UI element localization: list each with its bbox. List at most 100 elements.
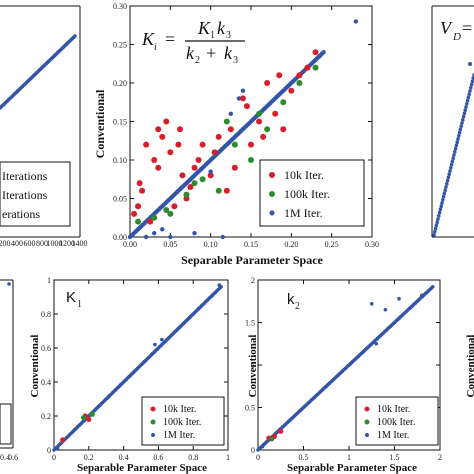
k2-legend-box	[355, 396, 439, 446]
k2-legend-10k: 10k Iter.	[377, 404, 410, 415]
ki-point-red	[211, 149, 218, 156]
K1-xtick-label: 0.4	[119, 453, 129, 462]
top-right-point	[449, 162, 454, 167]
top-right-eq: =	[462, 18, 472, 38]
top-right-point	[433, 230, 437, 234]
ki-point-red	[199, 141, 206, 148]
ki-point-red	[223, 187, 230, 194]
top-right-point	[440, 201, 444, 205]
ki-point-blue	[208, 169, 213, 174]
ki-point-red	[243, 103, 250, 110]
top-right-point	[438, 207, 443, 212]
k2-point-blue	[397, 296, 401, 301]
ki-point-red	[179, 172, 186, 179]
top-right-point	[452, 153, 456, 157]
top-right-point	[465, 98, 470, 103]
ki-formula-lhs: K	[141, 29, 155, 49]
top-right-point	[453, 146, 458, 151]
top-right-point	[455, 140, 460, 144]
top-right-point	[471, 76, 474, 80]
ki-point-red	[131, 210, 138, 217]
ki-point-red	[167, 149, 174, 156]
ki-formula-num-k3: k	[217, 18, 226, 38]
k1-axes: 0 0.2 0.4 0.6 0.8 1 0 0.2 0.4 0.6 0.8 1	[41, 276, 230, 462]
ki-point-green	[248, 157, 254, 163]
ki-legend-10k: 10k Iter.	[284, 168, 324, 182]
top-right-point	[436, 217, 440, 221]
k2-ytick-label: 1	[251, 361, 255, 370]
top-right-point	[447, 172, 452, 176]
K1-ytick-label: 0.2	[41, 412, 51, 421]
ki-formula-num-k: K	[197, 18, 211, 38]
k2-legend-swatch-100k	[364, 419, 370, 425]
K1-xtick-label: 0.2	[84, 453, 94, 462]
ki-point-red	[171, 203, 178, 210]
top-right-point	[437, 214, 441, 218]
K1-point-blue	[160, 337, 164, 342]
k1-legend-10k: 10k Iter.	[163, 404, 196, 415]
top-right-label: V	[440, 18, 453, 38]
ki-formula-lhs-sub: i	[154, 42, 157, 53]
panel-k2: 0 0.5 1 1.5 2 0 0.5 1 1.5 2 k 2 10k Iter. 100k It…	[245, 276, 442, 474]
top-right-point	[439, 204, 444, 208]
ki-point-red	[272, 110, 279, 117]
ki-formula: K i = K 1 k 3 k 2 + k 3	[141, 18, 245, 66]
ki-legend-swatch-100k	[269, 191, 275, 197]
K1-point-red	[86, 416, 92, 422]
ki-point-red	[191, 164, 198, 171]
ki-point-red	[147, 218, 154, 225]
ki-formula-eq: =	[165, 29, 175, 49]
top-right-diagonal-points	[432, 62, 474, 237]
top-right-point	[437, 210, 442, 215]
ki-point-red	[215, 133, 222, 140]
panel-top-left: Iterations Iterations erations 200 400 600…	[0, 5, 88, 248]
ki-legend-100k: 100k Iter.	[284, 187, 330, 201]
ki-xtick-label: 0.25	[325, 240, 339, 249]
top-left-xtick-label: 200	[0, 239, 11, 248]
k2-point-blue	[260, 444, 265, 449]
k2-points	[256, 285, 435, 452]
k2-point-blue	[420, 293, 424, 298]
ki-point-red	[207, 172, 214, 179]
top-right-point	[449, 166, 453, 170]
top-right-point	[444, 185, 448, 189]
top-right-point	[441, 198, 445, 202]
ki-point-green	[256, 110, 263, 117]
ki-point-blue	[160, 227, 165, 232]
ki-point-blue	[236, 96, 242, 101]
k2-xtick-label: 0	[256, 453, 260, 462]
k2-ytick-label: 1.5	[245, 319, 255, 328]
ki-point-red	[312, 49, 319, 56]
ki-point-red	[260, 133, 267, 140]
K1-xtick-label: 1	[226, 453, 230, 462]
top-right-point	[462, 111, 467, 116]
top-right-point	[469, 86, 473, 90]
k2-legend-swatch-10k	[364, 406, 370, 412]
top-right-point	[453, 150, 457, 154]
ki-point-blue	[220, 234, 225, 240]
top-right-point	[468, 62, 472, 66]
top-right-point	[434, 223, 439, 228]
panel-ki: 0.00 0.05 0.10 0.15 0.20 0.25 0.30 0.00 0.05 0.10…	[93, 2, 379, 267]
ki-point-red	[155, 126, 162, 133]
ki-legend: 10k Iter. 100k Iter. 1M Iter.	[259, 159, 365, 227]
k2-ytick-label: 0	[251, 446, 255, 455]
ki-point-green	[312, 64, 319, 71]
bottom-left-point	[7, 282, 11, 286]
ki-point-green	[183, 191, 190, 198]
K1-point-blue	[217, 283, 222, 287]
bottom-left-tick-2: 0.6	[8, 453, 18, 462]
top-left-legend-1: Iterations	[2, 169, 48, 183]
panel-bottom-right: Conventional	[465, 335, 474, 398]
ki-ytick-label: 0.05	[113, 195, 127, 204]
top-left-legend-3: erations	[2, 207, 40, 221]
panel-k1: 0 0.2 0.4 0.6 0.8 1 0 0.2 0.4 0.6 0.8 1 K 1 10k Ite…	[29, 276, 230, 474]
bottom-left-legend-box	[0, 403, 12, 445]
ki-point-red	[177, 126, 184, 133]
ki-formula-num-sub2: 3	[226, 30, 231, 41]
bottom-left-tick-1: 0.4	[0, 453, 10, 462]
ki-ytick-label: 0.30	[113, 2, 127, 11]
ki-point-green	[191, 180, 198, 187]
ki-point-red	[280, 126, 287, 133]
